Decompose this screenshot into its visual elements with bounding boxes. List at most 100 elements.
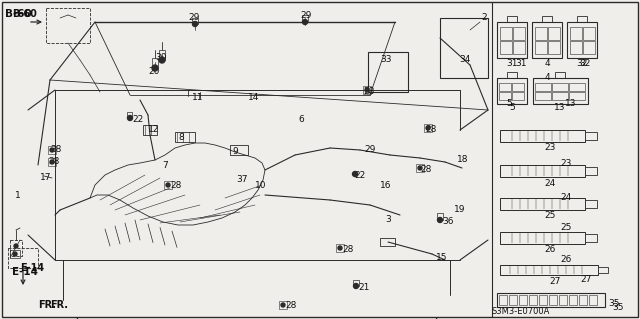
Bar: [542, 16, 552, 22]
Text: 4: 4: [544, 58, 550, 68]
Bar: [583, 27, 595, 40]
Circle shape: [166, 183, 170, 187]
Text: 21: 21: [358, 284, 369, 293]
Text: FR.: FR.: [38, 300, 56, 310]
Text: 10: 10: [255, 181, 266, 189]
Circle shape: [14, 244, 18, 248]
Bar: [279, 301, 287, 309]
Bar: [164, 181, 172, 189]
Bar: [497, 22, 527, 58]
Bar: [552, 83, 568, 91]
Bar: [416, 164, 424, 172]
Circle shape: [365, 88, 369, 92]
Text: 8: 8: [178, 133, 184, 143]
Bar: [509, 295, 517, 305]
Bar: [175, 132, 195, 142]
Bar: [535, 27, 547, 40]
FancyArrow shape: [23, 297, 46, 311]
Text: 24: 24: [545, 179, 556, 188]
Bar: [368, 52, 408, 92]
Bar: [499, 92, 511, 100]
Text: 25: 25: [560, 224, 572, 233]
Text: B-60: B-60: [5, 9, 32, 19]
Circle shape: [13, 252, 17, 256]
Bar: [539, 295, 547, 305]
Text: FR.: FR.: [50, 300, 68, 310]
Bar: [127, 112, 132, 118]
Bar: [513, 27, 525, 40]
Text: 37: 37: [236, 175, 248, 184]
Bar: [567, 22, 597, 58]
Bar: [500, 130, 585, 142]
Text: 29: 29: [300, 11, 312, 19]
Text: 30: 30: [155, 53, 166, 62]
Text: 31: 31: [515, 58, 527, 68]
Bar: [500, 165, 585, 177]
Bar: [46, 8, 90, 43]
Text: 22: 22: [132, 115, 143, 124]
Bar: [499, 295, 507, 305]
Text: 28: 28: [363, 87, 374, 97]
Text: 20: 20: [148, 68, 159, 77]
Bar: [499, 83, 511, 91]
Bar: [8, 248, 38, 268]
Text: 28: 28: [285, 301, 296, 310]
Text: 14: 14: [248, 93, 259, 101]
Text: 33: 33: [380, 56, 392, 64]
Text: 9: 9: [232, 147, 237, 157]
Bar: [555, 72, 565, 78]
Text: 29: 29: [364, 145, 376, 154]
Text: 13: 13: [554, 103, 566, 113]
Bar: [513, 41, 525, 54]
Bar: [48, 158, 56, 166]
Text: 31: 31: [506, 58, 518, 68]
Text: 7: 7: [162, 160, 168, 169]
Bar: [533, 78, 588, 104]
Bar: [569, 92, 585, 100]
Circle shape: [159, 57, 165, 63]
Bar: [230, 145, 248, 155]
Bar: [570, 27, 582, 40]
Bar: [589, 295, 597, 305]
Bar: [497, 293, 605, 307]
Text: 25: 25: [544, 211, 556, 220]
Bar: [598, 267, 608, 273]
Text: 28: 28: [420, 166, 431, 174]
Bar: [336, 244, 344, 252]
Text: 24: 24: [560, 194, 572, 203]
Bar: [507, 16, 517, 22]
Text: 15: 15: [436, 254, 447, 263]
Text: 28: 28: [342, 246, 353, 255]
Text: E-14: E-14: [20, 263, 44, 273]
Text: S3M3-E0700A: S3M3-E0700A: [492, 308, 550, 316]
Bar: [48, 146, 56, 154]
Bar: [577, 16, 587, 22]
Bar: [159, 50, 165, 60]
Bar: [585, 132, 597, 140]
Bar: [585, 234, 597, 242]
Bar: [424, 124, 432, 132]
Bar: [512, 83, 524, 91]
Circle shape: [303, 19, 307, 25]
Text: 28: 28: [170, 181, 181, 189]
Bar: [569, 295, 577, 305]
Bar: [579, 295, 587, 305]
Text: 18: 18: [457, 155, 468, 165]
Bar: [570, 41, 582, 54]
Text: 28: 28: [48, 158, 60, 167]
Text: 19: 19: [454, 205, 465, 214]
Text: E-14: E-14: [12, 267, 38, 277]
Text: 27: 27: [549, 277, 561, 286]
Polygon shape: [25, 22, 488, 310]
Bar: [532, 22, 562, 58]
Circle shape: [338, 246, 342, 250]
Bar: [559, 295, 567, 305]
Bar: [363, 86, 371, 94]
Bar: [500, 41, 512, 54]
Text: 11: 11: [192, 93, 204, 101]
Text: 23: 23: [544, 144, 556, 152]
Circle shape: [50, 160, 54, 164]
Text: 13: 13: [565, 100, 577, 108]
Text: 12: 12: [148, 125, 159, 135]
Bar: [500, 27, 512, 40]
